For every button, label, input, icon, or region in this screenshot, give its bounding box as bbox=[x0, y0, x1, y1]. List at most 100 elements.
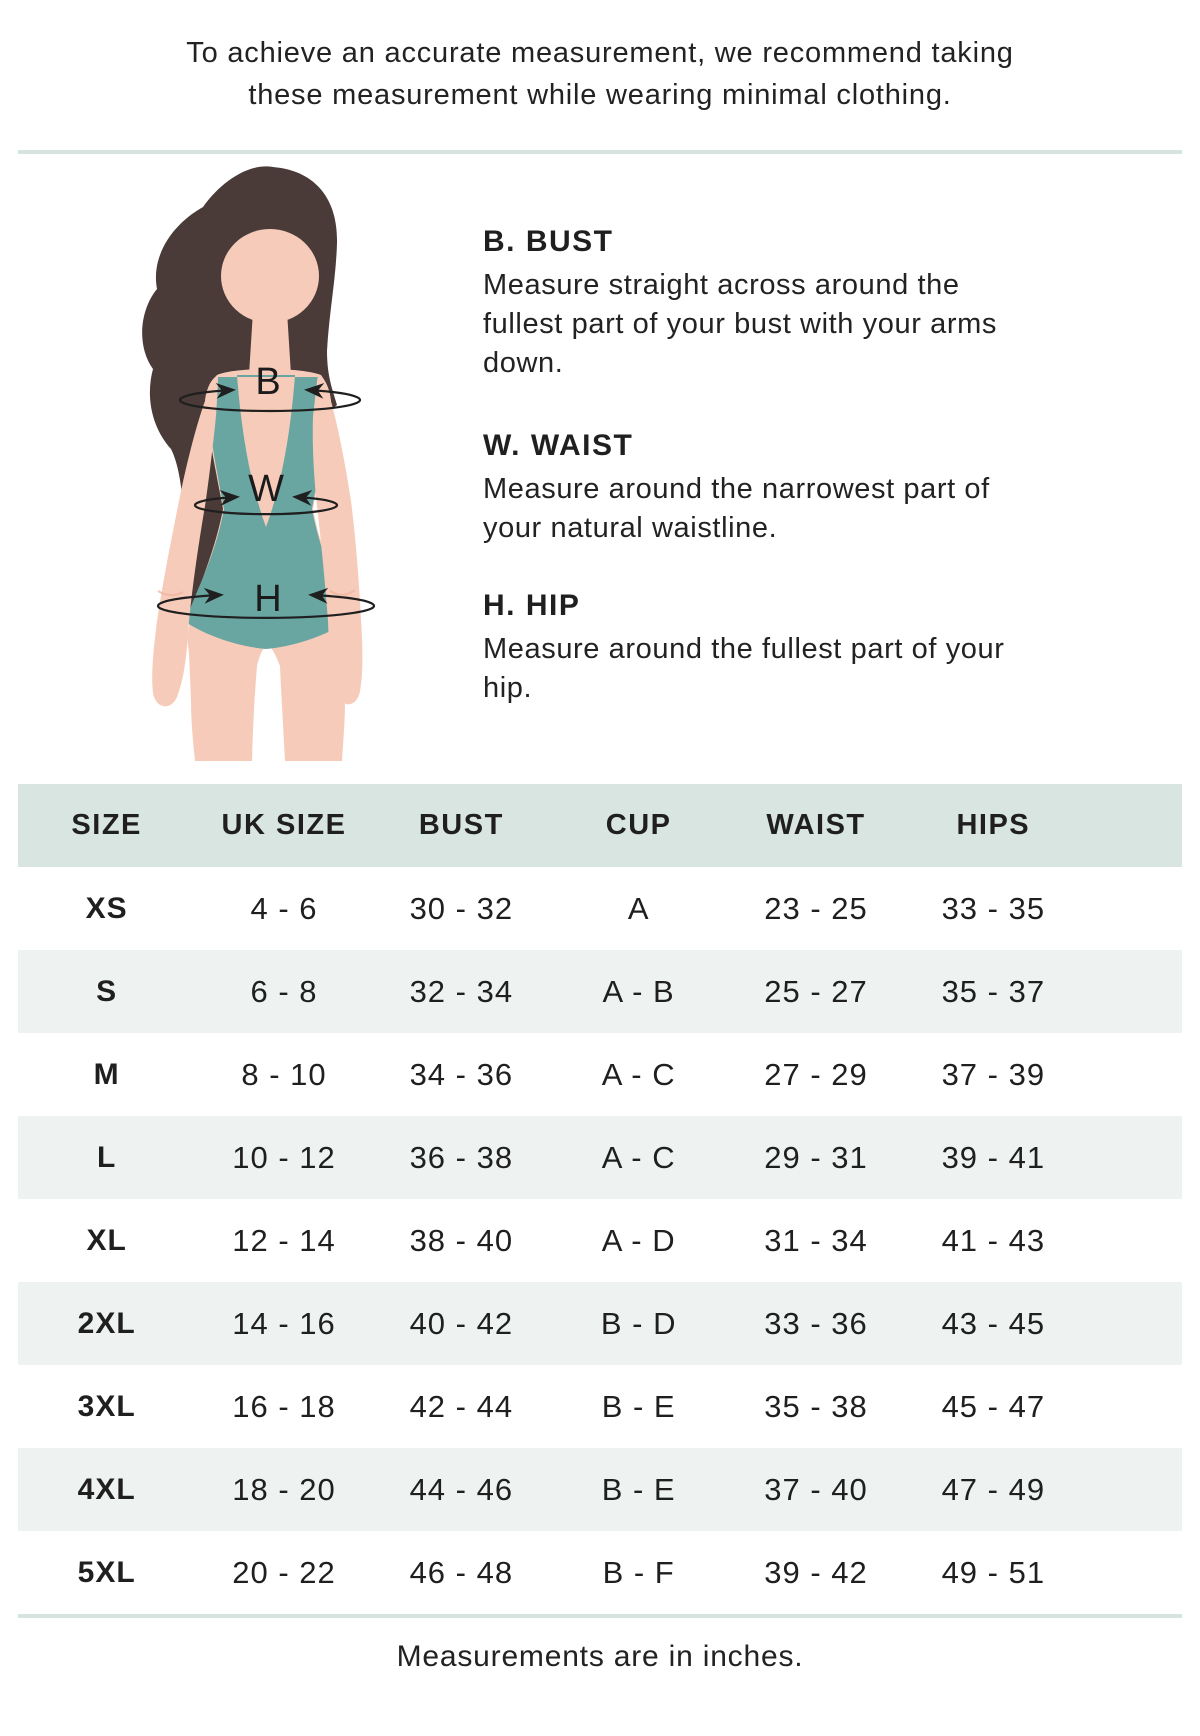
hip-label: H bbox=[254, 578, 281, 620]
table-cell: 44 - 46 bbox=[409, 1471, 514, 1507]
neck-shape bbox=[249, 311, 291, 375]
header-uk-size: UK SIZE bbox=[221, 809, 347, 841]
size-label-cell: 4XL bbox=[77, 1472, 136, 1506]
hip-desc-line: Measure around the fullest part of your bbox=[483, 633, 1005, 665]
right-arm-shape bbox=[312, 375, 363, 705]
table-cell: 47 - 49 bbox=[941, 1471, 1046, 1507]
table-cell: 16 - 18 bbox=[232, 1388, 336, 1424]
bust-title: B. BUST bbox=[483, 225, 614, 258]
table-cell: 42 - 44 bbox=[409, 1388, 514, 1424]
table-cell: 18 - 20 bbox=[232, 1471, 336, 1507]
header-size: SIZE bbox=[71, 809, 142, 841]
measurement-guide-section: B W H B. BUST Measure straight across ar… bbox=[0, 154, 1200, 784]
table-cell: 10 - 12 bbox=[232, 1139, 336, 1175]
size-label-cell: S bbox=[96, 974, 118, 1008]
table-cell: 46 - 48 bbox=[409, 1554, 514, 1590]
table-cell: B - D bbox=[600, 1305, 677, 1341]
table-cell: 41 - 43 bbox=[941, 1222, 1046, 1258]
header-waist: WAIST bbox=[766, 809, 866, 841]
table-cell: 49 - 51 bbox=[941, 1554, 1046, 1590]
table-cell: 14 - 16 bbox=[232, 1305, 336, 1341]
table-cell: 31 - 34 bbox=[764, 1222, 868, 1258]
left-arm-shape bbox=[152, 375, 218, 707]
table-cell: 40 - 42 bbox=[409, 1305, 514, 1341]
waist-label: W bbox=[248, 468, 284, 510]
size-chart-table: SIZE UK SIZE BUST CUP WAIST HIPS XS 4 - 6… bbox=[18, 784, 1182, 1614]
table-row: L 10 - 12 36 - 38 A - C 29 - 31 39 - 41 bbox=[18, 1116, 1182, 1199]
waist-section: W. WAIST Measure around the narrowest pa… bbox=[483, 430, 990, 548]
table-cell: 8 - 10 bbox=[241, 1056, 327, 1092]
bust-measure-ellipse bbox=[178, 382, 362, 413]
table-cell: A - D bbox=[601, 1222, 676, 1258]
hip-section: H. HIP Measure around the fullest part o… bbox=[483, 590, 1005, 708]
table-cell: 36 - 38 bbox=[409, 1139, 514, 1175]
top-divider bbox=[18, 150, 1182, 154]
bust-desc-line: down. bbox=[483, 347, 564, 379]
waist-desc-line: your natural waistline. bbox=[483, 512, 778, 544]
waist-desc-line: Measure around the narrowest part of bbox=[483, 473, 990, 505]
size-label-cell: M bbox=[93, 1057, 120, 1091]
table-row: M 8 - 10 34 - 36 A - C 27 - 29 37 - 39 bbox=[18, 1033, 1182, 1116]
face-shape bbox=[221, 229, 319, 323]
hip-desc-line: hip. bbox=[483, 672, 533, 704]
bottom-divider bbox=[18, 1614, 1182, 1618]
hair-fringe bbox=[215, 210, 331, 289]
swimsuit-shape bbox=[187, 375, 345, 649]
table-cell: 29 - 31 bbox=[764, 1139, 868, 1175]
table-cell: 25 - 27 bbox=[764, 973, 868, 1009]
table-cell: 38 - 40 bbox=[409, 1222, 514, 1258]
size-label-cell: 3XL bbox=[77, 1389, 136, 1423]
table-cell: A - C bbox=[601, 1139, 676, 1175]
table-cell: 35 - 37 bbox=[941, 973, 1046, 1009]
table-cell: B - E bbox=[601, 1388, 676, 1424]
table-row: 4XL 18 - 20 44 - 46 B - E 37 - 40 47 - 49 bbox=[18, 1448, 1182, 1531]
hip-title: H. HIP bbox=[483, 589, 581, 622]
table-cell: 4 - 6 bbox=[250, 890, 318, 926]
table-cell: 45 - 47 bbox=[941, 1388, 1046, 1424]
size-label-cell: L bbox=[97, 1140, 117, 1174]
hip-measure-ellipse bbox=[156, 587, 376, 619]
intro-text: To achieve an accurate measurement, we r… bbox=[0, 0, 1200, 116]
table-cell: 30 - 32 bbox=[409, 890, 514, 926]
bust-desc-line: Measure straight across around the bbox=[483, 269, 960, 301]
table-cell: 34 - 36 bbox=[409, 1056, 514, 1092]
table-cell: 12 - 14 bbox=[232, 1222, 336, 1258]
table-header-row: SIZE UK SIZE BUST CUP WAIST HIPS bbox=[18, 784, 1182, 867]
size-label-cell: XL bbox=[86, 1223, 127, 1257]
units-note: Measurements are in inches. bbox=[396, 1640, 804, 1673]
table-cell: 39 - 41 bbox=[941, 1139, 1046, 1175]
table-cell: 27 - 29 bbox=[764, 1056, 868, 1092]
table-cell: 33 - 35 bbox=[941, 890, 1046, 926]
header-bust: BUST bbox=[418, 809, 504, 841]
table-row: S 6 - 8 32 - 34 A - B 25 - 27 35 - 37 bbox=[18, 950, 1182, 1033]
table-cell: A - B bbox=[602, 973, 675, 1009]
table-row: 2XL 14 - 16 40 - 42 B - D 33 - 36 43 - 45 bbox=[18, 1282, 1182, 1365]
body-measurement-illustration: B W H bbox=[142, 166, 376, 761]
size-table-body: XS 4 - 6 30 - 32 A 23 - 25 33 - 35 S 6 - 8 32 - … bbox=[18, 867, 1182, 1614]
table-cell: 6 - 8 bbox=[250, 973, 318, 1009]
table-cell: 33 - 36 bbox=[764, 1305, 868, 1341]
table-cell: 20 - 22 bbox=[232, 1554, 336, 1590]
bust-section: B. BUST Measure straight across around t… bbox=[483, 226, 997, 383]
table-cell: 37 - 40 bbox=[764, 1471, 868, 1507]
table-cell: 23 - 25 bbox=[764, 890, 868, 926]
left-elbow-line bbox=[157, 590, 184, 597]
table-cell: B - F bbox=[602, 1554, 675, 1590]
table-row: XL 12 - 14 38 - 40 A - D 31 - 34 41 - 43 bbox=[18, 1199, 1182, 1282]
table-row: XS 4 - 6 30 - 32 A 23 - 25 33 - 35 bbox=[18, 867, 1182, 950]
bust-label: B bbox=[255, 361, 280, 403]
bust-desc-line: fullest part of your bust with your arms bbox=[483, 308, 997, 340]
intro-line-1: To achieve an accurate measurement, we r… bbox=[186, 37, 1014, 69]
table-cell: 39 - 42 bbox=[764, 1554, 868, 1590]
table-cell: 43 - 45 bbox=[941, 1305, 1046, 1341]
table-cell: A - C bbox=[601, 1056, 676, 1092]
header-cup: CUP bbox=[605, 809, 672, 841]
header-hips: HIPS bbox=[956, 809, 1031, 841]
waist-title: W. WAIST bbox=[483, 429, 634, 462]
table-row: 3XL 16 - 18 42 - 44 B - E 35 - 38 45 - 47 bbox=[18, 1365, 1182, 1448]
size-label-cell: XS bbox=[85, 891, 128, 925]
size-label-cell: 2XL bbox=[77, 1306, 136, 1340]
waist-measure-ellipse bbox=[193, 490, 339, 516]
table-cell: A bbox=[627, 890, 650, 926]
table-cell: B - E bbox=[601, 1471, 676, 1507]
